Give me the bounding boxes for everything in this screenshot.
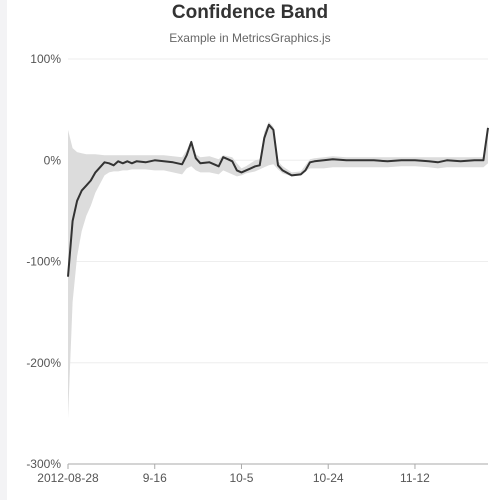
x-tick-label: 2012-08-28 [37, 471, 99, 485]
left-edge-strip [0, 0, 7, 500]
x-tick-label: 9-16 [143, 471, 167, 485]
series-line [67, 123, 489, 277]
y-tick-label: 100% [30, 52, 61, 66]
chart-subtitle: Example in MetricsGraphics.js [169, 31, 331, 45]
chart-title: Confidence Band [171, 2, 329, 23]
x-axis: 2012-08-28 9-16 10-5 10-24 11-12 [37, 463, 488, 485]
y-tick-label: -200% [26, 356, 61, 370]
grid-lines [68, 58, 488, 364]
x-tick-label: 11-12 [400, 471, 430, 485]
x-tick-label: 10-5 [229, 471, 253, 485]
x-tick-label: 10-24 [313, 471, 344, 485]
y-tick-label: -100% [26, 255, 61, 269]
y-tick-label: 0% [44, 153, 62, 167]
y-tick-label: -300% [26, 457, 61, 471]
y-axis: 100% 0% -100% -200% -300% [26, 52, 61, 471]
